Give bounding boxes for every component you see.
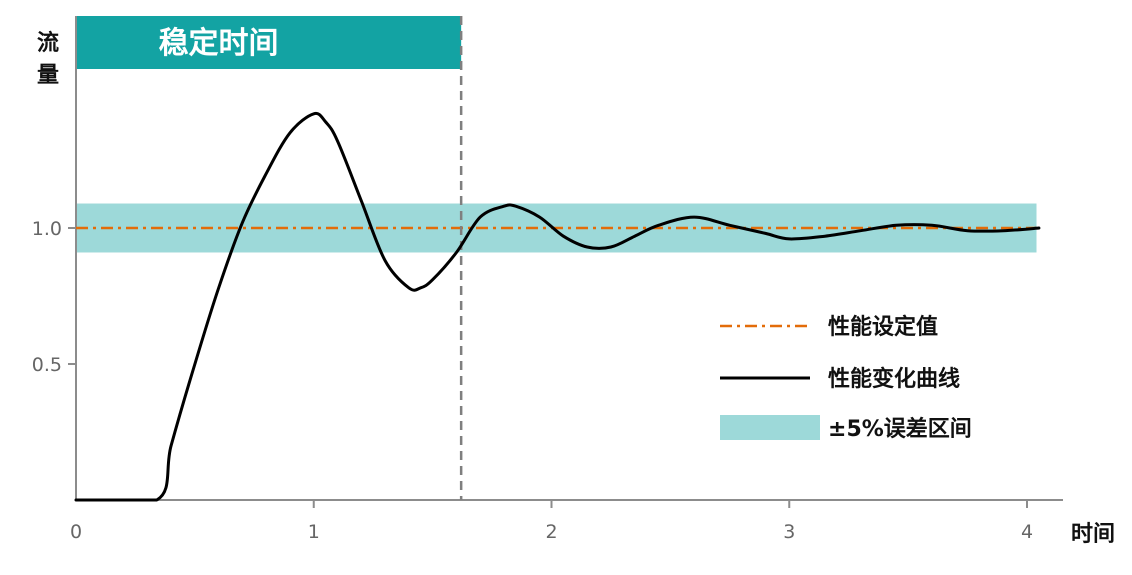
legend-band-swatch <box>720 415 820 440</box>
legend: 性能设定值 性能变化曲线 ±5%误差区间 <box>720 314 972 442</box>
legend-band-percent: 5% <box>846 417 883 442</box>
x-tick-label: 4 <box>1021 521 1033 543</box>
series-layer <box>74 111 1041 502</box>
axis-ticks: 0 1 2 3 4 0.5 1.0 <box>32 218 1033 543</box>
x-tick-label: 2 <box>545 521 557 543</box>
settling-time-banner-layer: 稳定时间 <box>76 16 462 69</box>
legend-band-suffix: 误差区间 <box>884 416 972 442</box>
x-tick-label: 3 <box>783 521 795 543</box>
axes <box>75 16 1063 501</box>
legend-curve-label: 性能变化曲线 <box>828 366 960 392</box>
x-tick-label: 1 <box>308 521 320 543</box>
y-tick-label: 1.0 <box>32 218 62 240</box>
legend-band-prefix: ± <box>828 417 846 442</box>
settling-time-label: 稳定时间 <box>159 26 279 61</box>
y-axis-title-char-1: 流 <box>37 30 59 56</box>
performance-curve <box>74 111 1041 502</box>
y-tick-label: 0.5 <box>32 354 62 376</box>
y-axis-title-char-2: 量 <box>37 63 59 88</box>
axis-titles: 流 量 时间 <box>37 30 1115 547</box>
legend-setpoint-label: 性能设定值 <box>828 314 938 340</box>
x-tick-label: 0 <box>70 521 82 543</box>
legend-band-label: ±5%误差区间 <box>828 416 972 442</box>
x-axis-title: 时间 <box>1071 522 1115 547</box>
settling-time-banner <box>76 16 462 69</box>
